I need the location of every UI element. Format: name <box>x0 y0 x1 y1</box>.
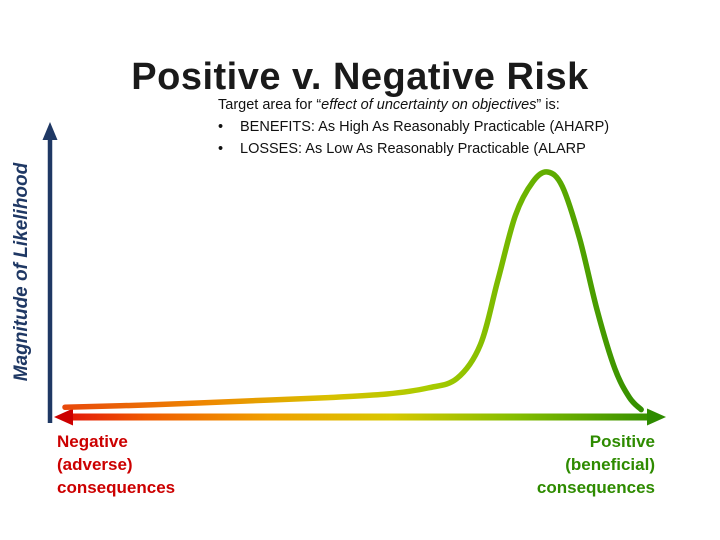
x-axis-negative-label-line: (adverse) <box>57 455 133 474</box>
annotation-intro-prefix: Target area for “ <box>218 97 322 113</box>
likelihood-curve <box>62 169 644 413</box>
annotation-block: Target area for “effect of uncertainty o… <box>218 94 688 160</box>
x-axis-left-arrowhead-icon <box>54 408 73 426</box>
bullet-text-losses: LOSSES: As Low As Reasonably Practicable… <box>240 141 586 157</box>
annotation-intro-italic: effect of uncertainty on objectives <box>321 97 537 113</box>
bullet-item-losses: • LOSSES: As Low As Reasonably Practicab… <box>218 138 688 160</box>
x-axis-positive-label-line: consequences <box>536 478 655 497</box>
page-title: Positive v. Negative Risk <box>131 56 589 99</box>
y-axis-arrowhead-icon <box>42 122 58 140</box>
y-axis-label: Magnitude of Likelihood <box>11 162 32 382</box>
bullet-icon: • <box>218 119 224 135</box>
bullet-icon: • <box>218 141 224 157</box>
x-axis-negative-label: Negative (adverse) consequences <box>57 430 277 499</box>
x-axis-positive-label-line: (beneficial) <box>565 455 655 474</box>
x-axis-positive-label: Positive (beneficial) consequences <box>455 430 655 499</box>
annotation-intro: Target area for “effect of uncertainty o… <box>218 94 688 116</box>
x-axis-right-arrowhead-icon <box>647 408 666 426</box>
bullet-text-benefits: BENEFITS: As High As Reasonably Practica… <box>240 119 610 135</box>
x-axis-negative-label-line: consequences <box>57 478 176 497</box>
bullet-item-benefits: • BENEFITS: As High As Reasonably Practi… <box>218 116 688 138</box>
x-axis-negative-label-line: Negative <box>57 432 128 451</box>
x-axis-positive-label-line: Positive <box>589 432 655 451</box>
annotation-intro-suffix: ” is: <box>536 97 560 113</box>
